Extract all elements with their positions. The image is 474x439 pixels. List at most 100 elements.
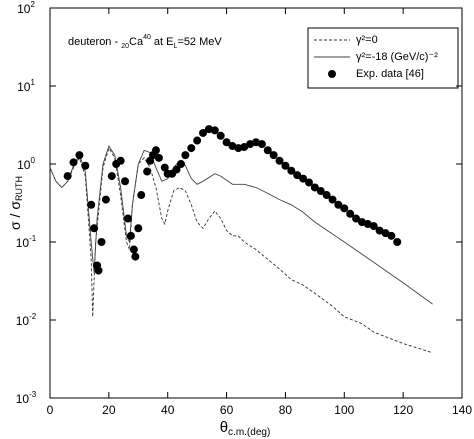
- y-tick-label: 10-2: [16, 312, 37, 328]
- data-point: [116, 156, 125, 165]
- data-point: [69, 158, 78, 167]
- data-point: [187, 144, 196, 153]
- legend-label: γ²=-18 (GeV/c)⁻²: [356, 51, 438, 63]
- data-point: [107, 172, 116, 181]
- annotation: deuteron - 20Ca40 at EL=52 MeV: [68, 34, 222, 50]
- data-point: [352, 214, 361, 223]
- data-point: [129, 245, 138, 254]
- data-point: [316, 187, 325, 196]
- data-point: [216, 131, 225, 140]
- y-tick-exponent: 0: [30, 156, 35, 165]
- data-point: [75, 151, 84, 160]
- data-point: [340, 204, 349, 213]
- y-tick-label: 102: [17, 0, 35, 16]
- series-line: [49, 146, 433, 354]
- data-point: [63, 172, 72, 181]
- data-point: [210, 126, 219, 135]
- data-point: [160, 163, 169, 172]
- data-point: [126, 231, 135, 240]
- y-tick-label: 100: [17, 156, 35, 172]
- annotation-part: Ca: [129, 36, 144, 48]
- data-point: [263, 146, 272, 155]
- x-tick-label: 100: [334, 403, 354, 417]
- x-tick-label: 0: [47, 403, 54, 417]
- data-point: [199, 128, 208, 137]
- legend-label: Exp. data [46]: [356, 68, 424, 80]
- data-point: [287, 166, 296, 175]
- data-point: [328, 195, 337, 204]
- data-point: [81, 161, 90, 170]
- plot-frame: [49, 7, 463, 399]
- y-label-sub: RUTH: [14, 176, 24, 201]
- data-point: [154, 153, 163, 162]
- data-point: [299, 174, 308, 183]
- y-tick-exponent: -2: [29, 312, 37, 321]
- annotation-part: at E: [151, 36, 174, 48]
- data-point: [97, 238, 106, 246]
- data-point: [346, 209, 355, 218]
- data-point: [176, 160, 185, 168]
- x-tick-label: 60: [220, 403, 234, 417]
- y-tick-label: 101: [17, 78, 35, 94]
- y-tick-base: 10: [17, 158, 31, 172]
- data-point: [193, 136, 202, 145]
- y-tick-label: 10-3: [16, 390, 37, 406]
- annotation-part: =52 MeV: [177, 36, 222, 48]
- y-tick-base: 10: [16, 236, 30, 250]
- data-point: [369, 222, 378, 231]
- y-tick-base: 10: [17, 80, 31, 94]
- y-tick-exponent: -1: [29, 234, 37, 243]
- data-point: [275, 156, 284, 165]
- data-point: [304, 178, 313, 187]
- annotation-part: deuteron -: [68, 36, 121, 48]
- data-point: [123, 214, 132, 223]
- x-tick-label: 40: [161, 403, 175, 417]
- y-tick-base: 10: [16, 392, 30, 406]
- x-tick-label: 120: [393, 403, 413, 417]
- data-point: [101, 195, 110, 204]
- legend-marker: [328, 70, 336, 78]
- data-point: [121, 177, 130, 186]
- data-point: [87, 200, 96, 209]
- data-point: [134, 224, 143, 233]
- data-point: [310, 183, 319, 192]
- x-tick-label: 140: [452, 403, 472, 417]
- data-point: [387, 231, 396, 240]
- x-label-sub: c.m.(deg): [228, 427, 270, 438]
- y-axis-label: σ / σRUTH: [7, 176, 25, 230]
- legend-label: γ²=0: [356, 34, 378, 46]
- data-point: [334, 200, 343, 209]
- data-point: [137, 191, 146, 200]
- data-point: [234, 144, 243, 153]
- y-tick-base: 10: [16, 314, 30, 328]
- annotation-part: 40: [143, 34, 151, 41]
- y-tick-label: 10-1: [16, 234, 37, 250]
- annotation-part: 20: [121, 43, 129, 50]
- y-tick-base: 10: [17, 2, 31, 16]
- data-point: [181, 151, 190, 160]
- data-point: [151, 146, 160, 155]
- data-point: [393, 238, 402, 246]
- data-point: [222, 138, 231, 147]
- data-point: [131, 252, 140, 261]
- x-tick-label: 80: [279, 403, 293, 417]
- legend-box: [307, 27, 459, 89]
- data-point: [172, 165, 181, 174]
- data-point: [281, 161, 290, 170]
- x-axis-label: θc.m.(deg): [220, 419, 271, 438]
- y-tick-exponent: -3: [29, 390, 37, 399]
- data-point: [143, 167, 152, 176]
- data-point: [257, 140, 266, 149]
- data-point: [94, 266, 103, 275]
- y-tick-exponent: 2: [30, 0, 35, 9]
- data-point: [322, 191, 331, 200]
- data-point: [90, 224, 99, 233]
- series-line: [49, 144, 433, 305]
- y-tick-exponent: 1: [30, 78, 35, 87]
- data-point: [269, 151, 278, 160]
- data-point: [293, 171, 302, 180]
- x-tick-label: 20: [102, 403, 116, 417]
- annotation-part: L: [173, 43, 177, 50]
- y-label-main: σ / σ: [7, 201, 23, 230]
